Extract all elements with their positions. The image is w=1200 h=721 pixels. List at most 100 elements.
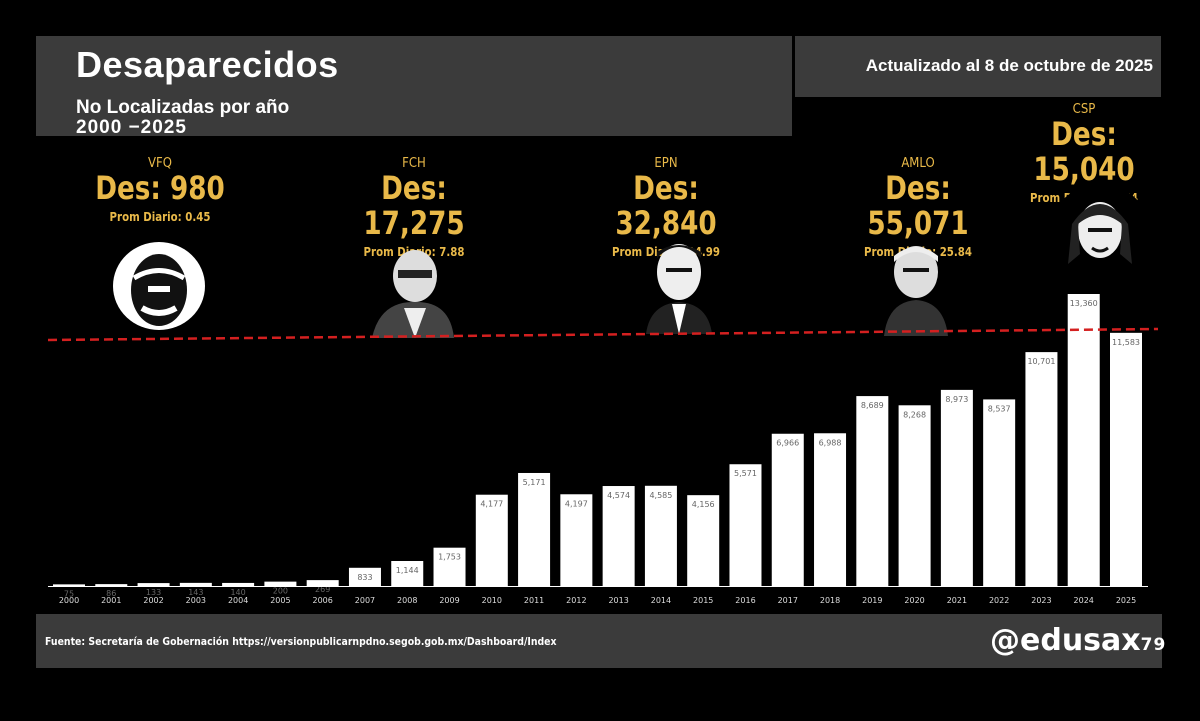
bar-2018 — [814, 433, 847, 586]
bar-value-label: 6,966 — [776, 439, 799, 448]
year-range: 2000 −2025 — [76, 117, 187, 138]
term-total: Des: 55,071 — [867, 169, 969, 243]
bar-value-label: 75 — [64, 589, 74, 598]
bar-2009 — [433, 547, 466, 586]
term-name: VFQ — [148, 156, 172, 171]
bar-2011 — [518, 472, 551, 586]
bar-value-label: 13,360 — [1070, 299, 1098, 308]
bar-2024 — [1067, 294, 1100, 586]
update-date: Actualizado al 8 de octubre de 2025 — [865, 56, 1153, 75]
x-tick-label: 2011 — [524, 596, 544, 605]
x-tick-label: 2000 — [59, 596, 79, 605]
bar-2015 — [687, 495, 720, 586]
bar-2017 — [771, 433, 804, 586]
x-tick-label: 2017 — [778, 596, 798, 605]
x-tick-label: 2022 — [989, 596, 1009, 605]
x-tick-label: 2001 — [101, 596, 121, 605]
term-total: Des: 32,840 — [615, 169, 717, 243]
csp-portrait-icon — [1050, 184, 1150, 280]
term-daily-average: Prom Diario: 0.45 — [109, 210, 211, 225]
term-name: FCH — [402, 156, 426, 171]
term-total: Des: 17,275 — [363, 169, 465, 243]
handle-text: @edusax — [990, 623, 1141, 658]
x-tick-label: 2016 — [735, 596, 755, 605]
fch-portrait-icon — [372, 250, 454, 338]
bar-value-label: 143 — [188, 588, 203, 597]
bar-value-label: 133 — [146, 588, 161, 597]
bar-value-label: 200 — [273, 587, 288, 596]
bar-value-label: 1,144 — [396, 566, 419, 575]
bar-value-label: 5,571 — [734, 469, 757, 478]
author-handle: @edusax79 — [990, 623, 1166, 658]
bar-2000 — [53, 584, 85, 586]
bar-value-label: 5,171 — [523, 478, 546, 487]
bar-2023 — [1025, 352, 1058, 586]
x-tick-label: 2025 — [1116, 596, 1136, 605]
bar-value-label: 4,197 — [565, 499, 588, 508]
title-panel — [36, 36, 792, 136]
bar-value-label: 11,583 — [1112, 338, 1140, 347]
bar-value-label: 4,574 — [607, 491, 630, 500]
bar-value-label: 8,689 — [861, 401, 884, 410]
bar-2014 — [644, 485, 677, 586]
amlo-portrait-icon — [884, 246, 948, 336]
bar-value-label: 8,537 — [988, 404, 1011, 413]
bar-value-label: 6,988 — [819, 438, 842, 447]
bar-2019 — [856, 396, 889, 586]
term-name: EPN — [654, 156, 678, 171]
term-total: Des: 15,040 — [1033, 115, 1135, 189]
bar-2006 — [306, 580, 339, 586]
x-tick-label: 2013 — [608, 596, 628, 605]
bar-2021 — [940, 389, 973, 586]
vfq-portrait-icon — [113, 242, 205, 330]
bar-value-label: 4,156 — [692, 500, 715, 509]
bar-2013 — [602, 486, 635, 586]
bar-value-label: 140 — [230, 588, 245, 597]
bar-value-label: 8,973 — [945, 395, 968, 404]
term-name: CSP — [1072, 102, 1096, 117]
bar-value-label: 1,753 — [438, 553, 461, 562]
x-tick-label: 2018 — [820, 596, 840, 605]
x-tick-label: 2012 — [566, 596, 586, 605]
term-vfq: VFQ Des: 980 Prom Diario: 0.45 — [60, 156, 260, 224]
bar-2008 — [391, 560, 424, 586]
bar-2025 — [1110, 332, 1142, 586]
bar-2010 — [475, 494, 508, 586]
x-tick-label: 2004 — [228, 596, 248, 605]
bar-value-label: 86 — [106, 589, 116, 598]
subtitle: No Localizadas por año — [76, 97, 290, 118]
bar-value-label: 8,268 — [903, 410, 926, 419]
reference-line — [47, 327, 1159, 342]
handle-number: 79 — [1140, 635, 1167, 655]
bar-2005 — [264, 581, 297, 586]
epn-portrait-icon — [646, 244, 712, 334]
bar-2016 — [729, 464, 762, 586]
footer-panel — [36, 614, 1162, 668]
source-text: Fuente: Secretaría de Gobernación https:… — [45, 635, 557, 648]
x-tick-label: 2020 — [904, 596, 924, 605]
bar-2001 — [95, 584, 128, 586]
bar-2022 — [983, 399, 1016, 586]
x-tick-label: 2024 — [1074, 596, 1094, 605]
x-tick-label: 2006 — [313, 596, 333, 605]
x-tick-label: 2023 — [1031, 596, 1051, 605]
page-title: Desaparecidos — [76, 44, 339, 85]
term-name: AMLO — [901, 156, 935, 171]
x-tick-label: 2021 — [947, 596, 967, 605]
bar-2020 — [898, 405, 931, 586]
x-tick-label: 2007 — [355, 596, 375, 605]
bar-value-label: 269 — [315, 585, 330, 594]
x-tick-label: 2010 — [482, 596, 502, 605]
bar-value-label: 4,177 — [480, 500, 503, 509]
update-panel — [795, 36, 1161, 97]
bar-2002 — [137, 583, 170, 586]
bar-2012 — [560, 494, 593, 586]
bar-value-label: 4,585 — [649, 491, 672, 500]
x-tick-label: 2003 — [186, 596, 206, 605]
bar-value-label: 10,701 — [1027, 357, 1055, 366]
x-tick-label: 2019 — [862, 596, 882, 605]
bar-2003 — [179, 582, 212, 586]
term-total: Des: 980 — [95, 169, 225, 207]
